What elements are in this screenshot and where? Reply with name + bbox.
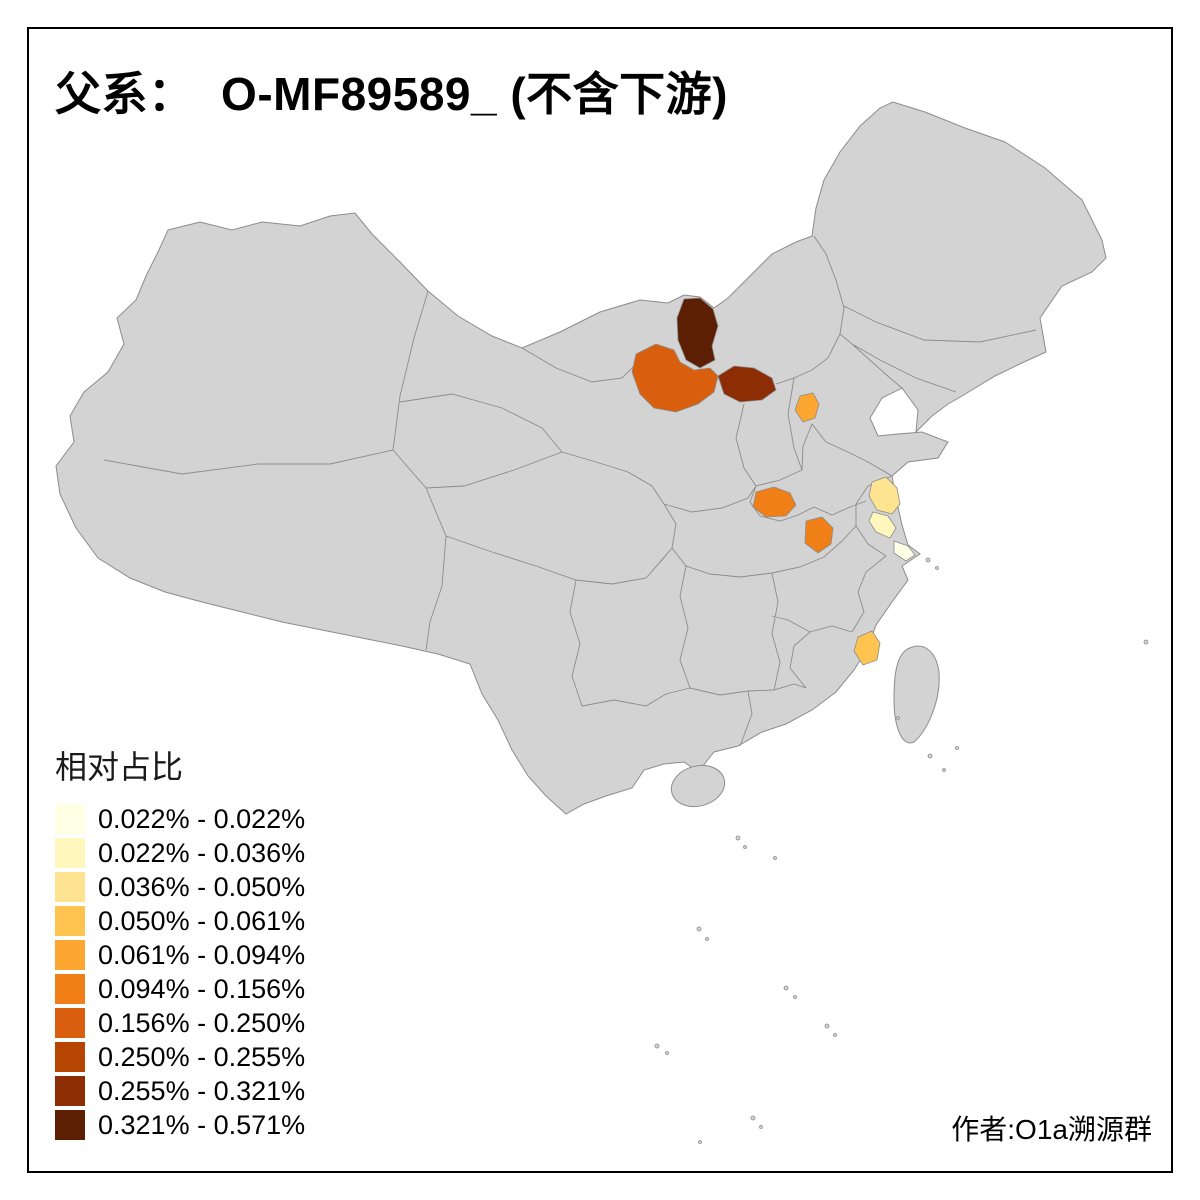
- map-highlight-southeast-coast: [853, 630, 881, 666]
- legend-item: 0.036% - 0.050%: [55, 870, 305, 904]
- taiwan-island: [893, 645, 940, 744]
- legend-swatch: [55, 1110, 85, 1140]
- province-borders: [103, 235, 1037, 747]
- map-highlight-east-coast-mid: [868, 511, 897, 539]
- legend-item: 0.022% - 0.036%: [55, 836, 305, 870]
- hainan-island: [670, 764, 726, 808]
- map-highlight-central-west: [752, 486, 797, 518]
- legend-item: 0.156% - 0.250%: [55, 1006, 305, 1040]
- legend-item: 0.255% - 0.321%: [55, 1074, 305, 1108]
- legend-item: 0.061% - 0.094%: [55, 938, 305, 972]
- legend-swatch: [55, 1042, 85, 1072]
- legend-label: 0.022% - 0.022%: [98, 803, 306, 834]
- legend-item: 0.022% - 0.022%: [55, 802, 305, 836]
- map-highlight-east-coast-lower: [893, 540, 916, 562]
- legend-label: 0.022% - 0.036%: [98, 837, 306, 868]
- highlight-regions: [631, 297, 916, 666]
- legend-label: 0.250% - 0.255%: [98, 1041, 306, 1072]
- map-highlight-east-coast-upper: [868, 476, 901, 515]
- legend-label: 0.156% - 0.250%: [98, 1007, 306, 1038]
- page-title: 父系： O-MF89589_ (不含下游): [55, 68, 728, 120]
- legend-label: 0.321% - 0.571%: [98, 1109, 306, 1140]
- map-highlight-north-small: [794, 392, 820, 423]
- legend-label: 0.255% - 0.321%: [98, 1075, 306, 1106]
- legend-swatch: [55, 804, 85, 834]
- legend-title: 相对占比: [55, 749, 184, 785]
- author-credit: 作者:O1a溯源群: [951, 1114, 1152, 1145]
- legend-label: 0.050% - 0.061%: [98, 905, 306, 936]
- legend-swatch: [55, 974, 85, 1004]
- legend-swatch: [55, 1008, 85, 1038]
- map-highlight-central-east: [804, 516, 834, 554]
- legend-label: 0.061% - 0.094%: [98, 939, 306, 970]
- legend-item: 0.321% - 0.571%: [55, 1108, 305, 1142]
- legend: 相对占比 0.022% - 0.022% 0.022% - 0.036% 0.0…: [55, 742, 305, 1142]
- legend-label: 0.094% - 0.156%: [98, 973, 306, 1004]
- legend-item: 0.094% - 0.156%: [55, 972, 305, 1006]
- legend-swatch: [55, 872, 85, 902]
- map-highlight-north-darkest: [676, 297, 719, 369]
- legend-label: 0.036% - 0.050%: [98, 871, 306, 902]
- legend-swatch: [55, 940, 85, 970]
- legend-item: 0.250% - 0.255%: [55, 1040, 305, 1074]
- legend-item: 0.050% - 0.061%: [55, 904, 305, 938]
- legend-swatch: [55, 838, 85, 868]
- legend-swatch: [55, 1076, 85, 1106]
- map-highlight-north-west: [631, 343, 719, 413]
- legend-swatch: [55, 906, 85, 936]
- small-islands: [654, 557, 1149, 1144]
- map-highlight-north-east: [717, 365, 777, 403]
